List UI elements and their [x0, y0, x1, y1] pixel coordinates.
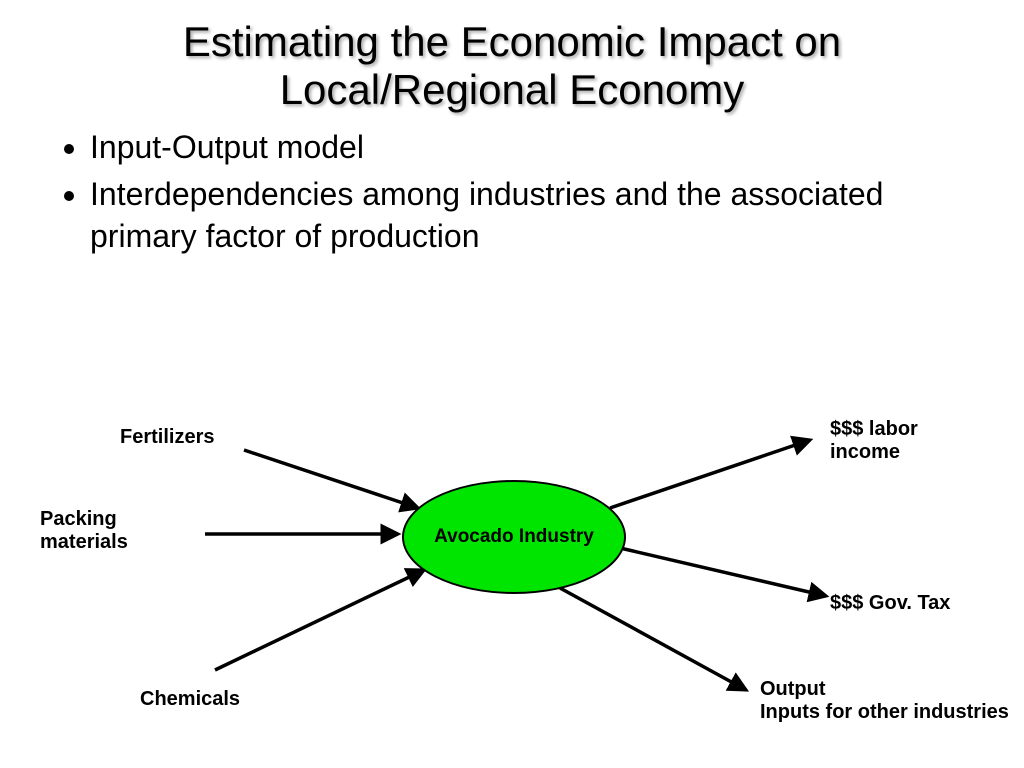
output-arrow [610, 440, 810, 508]
input-label: Packingmaterials [40, 508, 128, 554]
input-label: Fertilizers [120, 426, 214, 449]
slide-title: Estimating the Economic Impact on Local/… [0, 0, 1024, 115]
output-arrow [620, 548, 826, 596]
center-node-label: Avocado Industry [434, 526, 594, 548]
output-label: OutputInputs for other industries [760, 678, 1009, 724]
center-node: Avocado Industry [402, 480, 626, 594]
output-label: $$$ Gov. Tax [830, 592, 950, 615]
bullet-list: Input-Output model Interdependencies amo… [0, 127, 1024, 258]
output-label: $$$ laborincome [830, 418, 918, 464]
io-diagram: Avocado Industry Fertilizers Packingmater… [0, 370, 1024, 768]
input-label: Chemicals [140, 688, 240, 711]
output-arrow [560, 588, 746, 690]
input-arrow [244, 450, 418, 508]
bullet-item: Interdependencies among industries and t… [90, 174, 1024, 257]
title-line-2: Local/Regional Economy [280, 66, 745, 113]
bullet-item: Input-Output model [90, 127, 1024, 169]
title-line-1: Estimating the Economic Impact on [183, 18, 841, 65]
input-arrow [215, 570, 424, 670]
